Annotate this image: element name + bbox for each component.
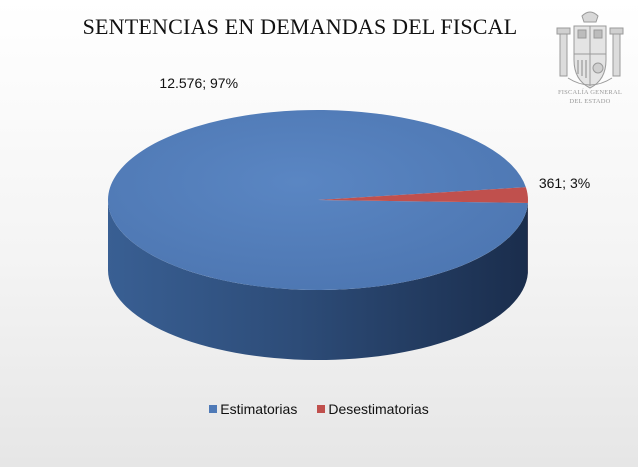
legend-item-desestimatorias: Desestimatorias xyxy=(317,401,429,417)
data-label-desestimatorias: 361; 3% xyxy=(538,174,591,191)
chart-legend: Estimatorias Desestimatorias xyxy=(0,401,638,417)
logo-caption-line1: FISCALÍA GENERAL xyxy=(557,89,623,96)
coat-of-arms-icon xyxy=(556,11,624,89)
logo-caption-line2: DEL ESTADO xyxy=(569,98,611,105)
data-label-estimatorias: 12.576; 97% xyxy=(159,75,239,92)
legend-swatch-desestimatorias xyxy=(317,405,326,413)
legend-swatch-estimatorias xyxy=(209,405,218,413)
slice-estimatorias xyxy=(108,109,528,290)
chart-title: SENTENCIAS EN DEMANDAS DEL FISCAL xyxy=(82,14,518,39)
legend-item-estimatorias: Estimatorias xyxy=(209,401,297,417)
legend-label-estimatorias: Estimatorias xyxy=(220,401,298,417)
slice-desestimatorias xyxy=(318,187,529,203)
slice-side-estimatorias xyxy=(107,200,528,361)
legend-label-desestimatorias: Desestimatorias xyxy=(328,401,429,417)
